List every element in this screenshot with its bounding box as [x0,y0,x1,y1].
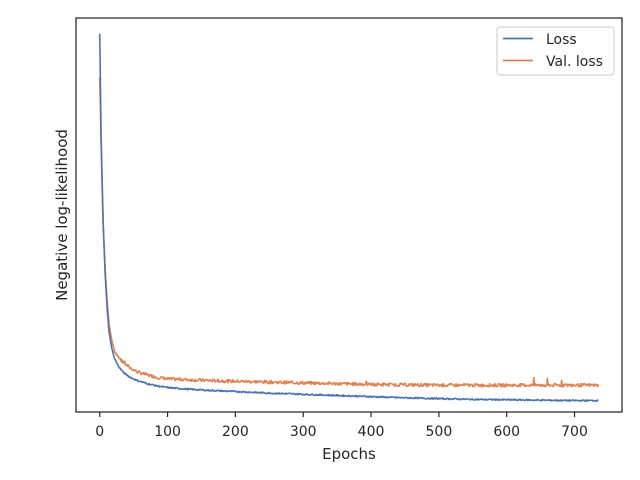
x-tick-label: 0 [95,424,104,440]
x-tick-label: 500 [426,424,453,440]
x-tick-label: 100 [154,424,181,440]
series-line-val-loss [98,77,600,388]
x-tick-label: 600 [493,424,520,440]
plot-area [75,17,623,413]
legend-label-val-loss: Val. loss [546,54,603,70]
x-tick-label: 300 [290,424,317,440]
y-axis-title: Negative log-likelihood [53,129,71,301]
x-tick-label: 700 [561,424,588,440]
x-axis-title: Epochs [322,445,376,463]
legend: Loss Val. loss [496,26,615,76]
x-ticks: 0 100 200 300 400 500 600 700 [95,412,588,440]
series-line-loss [98,33,599,403]
series-lines [98,33,600,403]
legend-label-loss: Loss [546,32,577,48]
x-tick-label: 200 [222,424,249,440]
x-tick-label: 400 [358,424,385,440]
